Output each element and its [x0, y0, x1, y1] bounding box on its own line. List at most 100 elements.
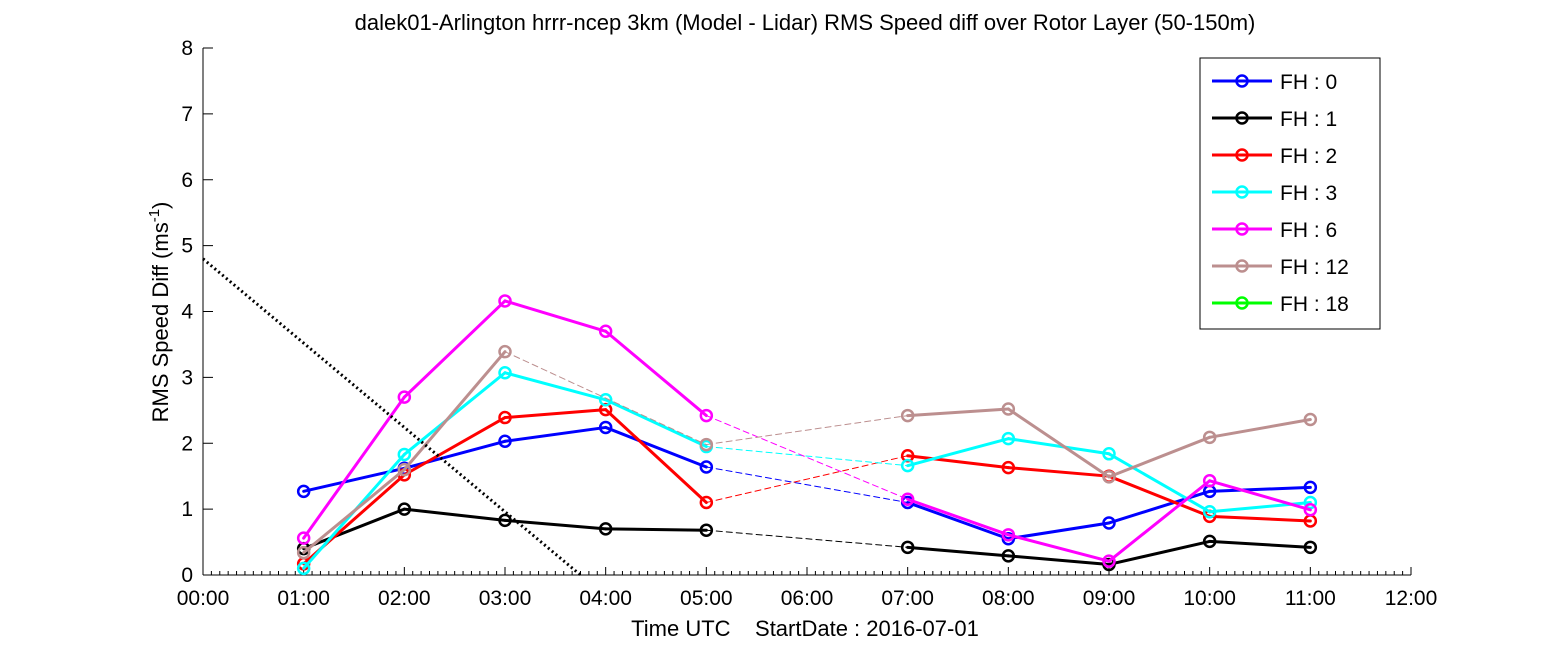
series-segment	[1208, 514, 1312, 523]
series-segment	[503, 299, 608, 333]
series-segment	[1208, 485, 1312, 493]
x-tick-label: 09:00	[1083, 587, 1136, 610]
x-tick-label: 07:00	[881, 587, 934, 610]
legend-marker	[1235, 74, 1249, 88]
series-segment	[302, 507, 406, 551]
series-segment	[1107, 435, 1212, 479]
series-gap-segment	[504, 351, 707, 446]
series-gap-segment	[705, 529, 909, 548]
x-tick-label: 10:00	[1183, 587, 1236, 610]
x-tick-label: 04:00	[579, 587, 632, 610]
data-point	[1202, 534, 1217, 549]
series-segment	[906, 454, 1010, 470]
y-tick-label: 5	[181, 235, 193, 258]
series-segment	[1208, 479, 1312, 512]
legend-label: FH : 3	[1280, 182, 1337, 205]
y-axis-label: RMS Speed Diff (ms-1)	[146, 202, 173, 423]
data-point	[1102, 470, 1116, 484]
x-tick-label: 12:00	[1385, 587, 1438, 610]
axes: 00:00 01:00 02:00 03:00 04:00 05:00 06:00 07:00…	[177, 37, 1438, 610]
series-segment	[1208, 539, 1312, 549]
legend-marker	[1235, 111, 1249, 125]
data-point	[1001, 528, 1016, 542]
series-segment	[302, 395, 406, 540]
y-tick-label: 7	[181, 103, 193, 126]
data-point	[1202, 505, 1217, 519]
data-point	[1001, 431, 1016, 446]
legend-label: FH : 0	[1280, 71, 1337, 94]
series-segment	[906, 545, 1010, 558]
data-point	[699, 408, 714, 423]
data-point	[900, 408, 915, 423]
series-segment	[604, 398, 708, 449]
x-tick-label: 03:00	[479, 587, 532, 610]
series-segment	[1107, 479, 1212, 563]
series-segment	[402, 299, 507, 399]
data-point	[598, 393, 613, 407]
series-gap-segment	[705, 415, 909, 446]
data-point	[1001, 460, 1016, 475]
series-segment	[906, 437, 1010, 468]
series-segment	[402, 371, 507, 456]
series-segment	[503, 425, 608, 443]
data-point	[699, 523, 714, 537]
series-gap-segment	[705, 466, 909, 504]
reference-line-layer	[202, 257, 582, 577]
legend-label: FH : 12	[1280, 256, 1349, 279]
data-point	[900, 492, 915, 506]
data-point	[1303, 412, 1318, 427]
legend-label: FH : 6	[1280, 219, 1337, 242]
data-point	[296, 484, 311, 499]
series-segment	[906, 501, 1010, 541]
data-point	[1102, 554, 1116, 568]
data-point	[397, 502, 412, 516]
series-segment	[1107, 452, 1212, 514]
series-segment	[604, 425, 708, 469]
data-point	[1303, 480, 1318, 495]
data-point	[498, 410, 512, 425]
data-point	[498, 294, 512, 308]
y-axis-label-end: )	[148, 202, 173, 209]
legend-marker	[1235, 259, 1249, 273]
chart-title: dalek01-Arlington hrrr-ncep 3km (Model -…	[355, 10, 1256, 35]
x-tick-label: 01:00	[277, 587, 330, 610]
y-tick-label: 1	[181, 498, 193, 521]
data-point	[598, 420, 613, 435]
data-point	[1102, 447, 1116, 461]
data-point	[1001, 402, 1016, 416]
x-tick-label: 02:00	[378, 587, 431, 610]
data-point	[1202, 430, 1217, 445]
y-tick-label: 2	[181, 432, 193, 455]
legend-label: FH : 18	[1280, 293, 1349, 316]
series-segment	[302, 468, 406, 555]
data-point	[296, 531, 311, 545]
y-tick-label: 3	[181, 366, 193, 389]
legend: FH : 0 FH : 1 FH : 2 FH : 3 FH : 6 FH : 12 FH …	[1199, 57, 1381, 330]
y-axis-label-superscript: -1	[146, 209, 163, 222]
series-gap-segment	[705, 446, 909, 467]
data-point	[1102, 516, 1116, 530]
data-point	[699, 495, 714, 510]
series-segment	[1006, 437, 1111, 456]
reference-dotted-line	[202, 257, 582, 577]
data-point	[598, 522, 613, 536]
series-segment	[1208, 418, 1312, 439]
y-axis-label-main: RMS Speed Diff (ms	[148, 222, 173, 422]
legend-label: FH : 2	[1280, 145, 1337, 168]
data-point	[498, 513, 512, 528]
data-point	[498, 434, 512, 449]
data-point	[1303, 540, 1318, 555]
data-point	[296, 561, 311, 576]
series-segment	[503, 408, 608, 420]
series-gap-segment	[705, 455, 909, 504]
series-5	[296, 344, 1318, 560]
y-tick-label: 4	[181, 301, 193, 324]
series-gap-segment	[705, 415, 909, 500]
series-segment	[1006, 466, 1111, 478]
series-segment	[1006, 407, 1111, 479]
data-point	[397, 462, 412, 477]
data-point	[1202, 474, 1217, 488]
data-point	[1303, 503, 1318, 517]
y-tick-label: 8	[181, 37, 193, 60]
